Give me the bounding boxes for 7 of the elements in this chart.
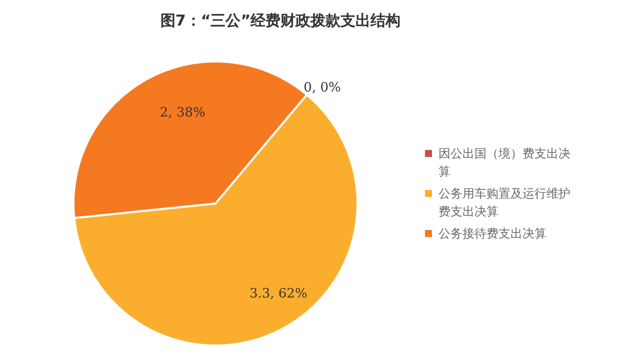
data-label: 3.3, 62% [249,286,308,302]
chart-title: 图7：“三公”经费财政拨款支出结构 [160,12,401,30]
data-label: 2, 38% [160,106,206,121]
legend-label: 公务用车购置及运行维护费支出决算 [438,186,570,219]
legend-label: 因公出国（境）费支出决算 [438,146,570,179]
text: 0, 0% [304,80,341,96]
legend-label: 公务接待费支出决算 [438,226,546,240]
